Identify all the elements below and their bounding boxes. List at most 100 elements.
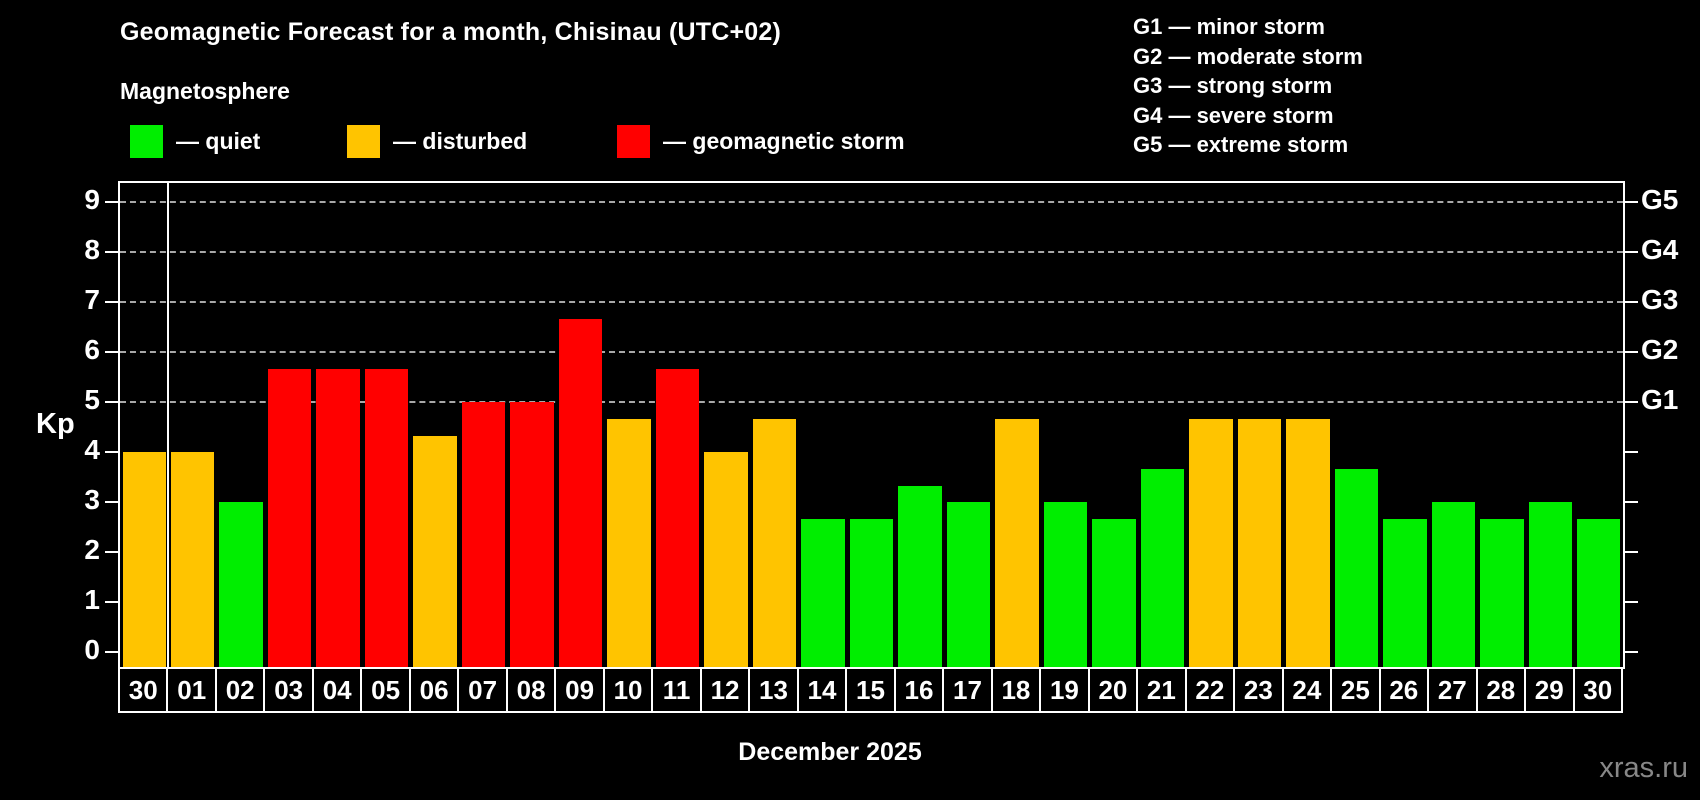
right-axis-label-g4: G4: [1641, 234, 1679, 265]
day-label-04: 04: [311, 667, 363, 713]
kp-bar-day-01: [170, 452, 215, 667]
day-labels-row: 30 01 02 03 04 05 06 07 08 09 10 11 12 13 14 15 16 17 18 19…: [118, 667, 1628, 713]
day-label-29: 29: [1524, 667, 1575, 713]
kp-bar-day-19: [1043, 502, 1088, 667]
plot-area: 0 1 2 3 4 5 6 7 8 9 G1 G2 G3 G4 G5: [84, 181, 1678, 669]
right-axis-tick-2: [1625, 551, 1638, 553]
day-label-01: 01: [166, 667, 217, 713]
y-tick-label-4: 4: [84, 434, 100, 465]
g-scale-legend: G1 — minor storm G2 — moderate storm G3 …: [1133, 12, 1363, 160]
right-axis-tick-9: [1625, 201, 1638, 203]
kp-bar-day-15: [849, 518, 894, 667]
day-label-06: 06: [408, 667, 460, 713]
right-axis-label-g2: G2: [1641, 334, 1679, 365]
y-axis-tick-0: [105, 651, 118, 653]
g2-legend-line: G2 — moderate storm: [1133, 43, 1363, 69]
day-label-15: 15: [845, 667, 896, 713]
g3-legend-line: G3 — strong storm: [1133, 73, 1333, 99]
kp-bar-day-12: [704, 452, 748, 667]
kp-bar-day-25: [1334, 468, 1379, 667]
right-axis-tick-3: [1625, 501, 1638, 503]
day-label-18: 18: [990, 667, 1042, 713]
legend-label-storm: — geomagnetic storm: [663, 128, 905, 154]
kp-bar-day-24: [1286, 418, 1330, 667]
legend-item-quiet: — quiet: [130, 125, 260, 158]
kp-bar-day-27: [1431, 502, 1476, 667]
kp-bar-day-23: [1237, 418, 1282, 667]
day-label-21: 21: [1136, 667, 1187, 713]
day-label-09: 09: [554, 667, 605, 713]
kp-bar-day-20: [1092, 518, 1136, 667]
day-label-24: 24: [1281, 667, 1333, 713]
kp-bar-day-04: [316, 368, 360, 667]
day-label-11: 11: [651, 667, 702, 713]
gridline-kp6: [120, 351, 1623, 353]
g1-legend-line: G1 — minor storm: [1133, 14, 1325, 39]
kp-bar-day-14: [801, 518, 845, 667]
kp-bar-day-22: [1189, 418, 1233, 667]
right-axis-tick-6: [1625, 351, 1638, 353]
kp-bar-day-05: [364, 368, 409, 667]
kp-bar-day-02: [219, 502, 263, 667]
y-tick-label-6: 6: [84, 334, 100, 365]
right-axis-tick-4: [1625, 451, 1638, 453]
storm-color-swatch: [617, 125, 650, 158]
right-axis-label-g3: G3: [1641, 284, 1679, 315]
y-tick-label-5: 5: [84, 384, 100, 415]
kp-bar-day-16: [898, 485, 942, 667]
day-label-28: 28: [1475, 667, 1527, 713]
kp-bar-day-26: [1383, 518, 1427, 667]
chart-title: Geomagnetic Forecast for a month, Chisin…: [120, 18, 782, 46]
y-tick-label-2: 2: [84, 534, 100, 565]
y-axis-title: Kp: [36, 408, 75, 440]
y-axis-tick-5: [105, 401, 118, 403]
chart-subtitle: Magnetosphere: [120, 78, 290, 104]
kp-bar-day-30: [122, 452, 166, 667]
day-label-22: 22: [1184, 667, 1236, 713]
kp-bar-day-11: [655, 368, 700, 667]
right-axis-tick-8: [1625, 251, 1638, 253]
gridline-kp5: [120, 401, 1623, 403]
g5-legend-line: G5 — extreme storm: [1133, 132, 1349, 158]
y-tick-label-0: 0: [84, 634, 100, 665]
kp-bar-day-08: [510, 402, 554, 667]
kp-bar-day-21: [1140, 468, 1185, 667]
day-label-17: 17: [942, 667, 993, 713]
y-tick-label-9: 9: [84, 184, 100, 215]
right-axis-tick-0: [1625, 651, 1638, 653]
day-label-23: 23: [1233, 667, 1284, 713]
kp-bar-day-17: [946, 502, 991, 667]
disturbed-color-swatch: [347, 125, 380, 158]
right-axis-label-g5: G5: [1641, 184, 1679, 215]
day-label-26: 26: [1378, 667, 1430, 713]
right-axis-label-g1: G1: [1641, 384, 1679, 415]
kp-bar-day-07: [461, 402, 506, 667]
day-label-10: 10: [602, 667, 654, 713]
kp-bar-day-09: [558, 318, 603, 667]
kp-bar-day-18: [995, 418, 1039, 667]
day-label-27: 27: [1427, 667, 1478, 713]
legend-label-quiet: — quiet: [176, 128, 261, 154]
y-axis-tick-2: [105, 551, 118, 553]
y-tick-label-1: 1: [84, 584, 100, 615]
day-label-07: 07: [457, 667, 508, 713]
day-label-prev-30: 30: [118, 667, 169, 713]
y-axis-tick-7: [105, 301, 118, 303]
g4-legend-line: G4 — severe storm: [1133, 102, 1334, 128]
day-label-03: 03: [263, 667, 314, 713]
y-tick-label-7: 7: [84, 284, 100, 315]
y-axis-tick-9: [105, 201, 118, 203]
kp-bar-day-06: [413, 435, 457, 667]
month-separator-line: [167, 183, 170, 667]
day-label-14: 14: [796, 667, 848, 713]
right-axis-tick-5: [1625, 401, 1638, 403]
y-axis-tick-3: [105, 501, 118, 503]
y-axis-tick-8: [105, 251, 118, 253]
day-label-12: 12: [699, 667, 751, 713]
kp-bar-day-28: [1480, 518, 1524, 667]
day-label-05: 05: [360, 667, 411, 713]
y-axis-tick-6: [105, 351, 118, 353]
kp-bar-day-13: [752, 418, 797, 667]
legend-label-disturbed: — disturbed: [393, 128, 528, 154]
day-label-30: 30: [1572, 667, 1623, 713]
